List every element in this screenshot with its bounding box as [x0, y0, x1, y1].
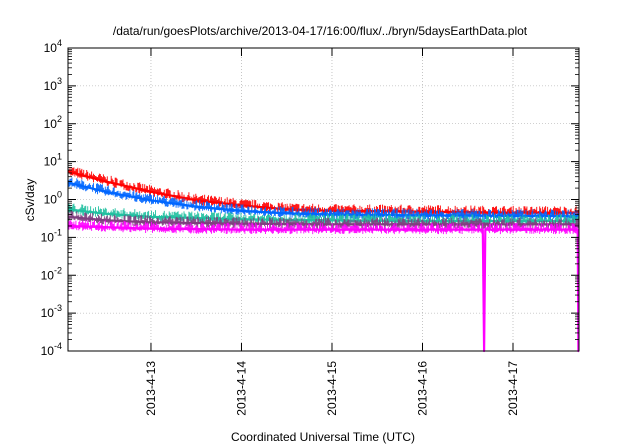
y-tick-label: 101	[44, 152, 62, 169]
y-tick-label: 10-4	[41, 341, 62, 358]
y-tick-label: 10-3	[41, 303, 62, 320]
y-tick-label: 104	[44, 38, 62, 55]
x-tick-label: 2013-4-15	[325, 361, 339, 416]
tick-marks	[68, 47, 579, 352]
series-trend	[67, 181, 580, 218]
x-tick-labels: 2013-4-13 2013-4-14 2013-4-15 2013-4-16 2013…	[144, 361, 520, 416]
series-trend	[67, 170, 579, 214]
y-tick-label: 10-1	[41, 227, 62, 244]
y-tick-labels: 10-4 10-3 10-2 10-1 100 101 102 103 104	[41, 38, 62, 358]
x-axis-label: Coordinated Universal Time (UTC)	[231, 430, 415, 444]
y-axis-label: cSv/day	[23, 179, 37, 222]
x-tick-label: 2013-4-14	[234, 361, 248, 416]
y-tick-label: 103	[44, 76, 62, 93]
x-tick-label: 2013-4-17	[506, 361, 520, 416]
x-tick-label: 2013-4-16	[415, 361, 429, 416]
series-trend	[67, 224, 580, 353]
y-tick-label: 10-2	[41, 265, 62, 282]
y-tick-label: 102	[44, 114, 62, 131]
x-tick-label: 2013-4-13	[144, 361, 158, 416]
chart-title: /data/run/goesPlots/archive/2013-04-17/1…	[113, 24, 528, 38]
y-tick-label: 100	[44, 190, 62, 207]
plot-frame	[67, 47, 580, 352]
grid-lines	[68, 48, 579, 351]
